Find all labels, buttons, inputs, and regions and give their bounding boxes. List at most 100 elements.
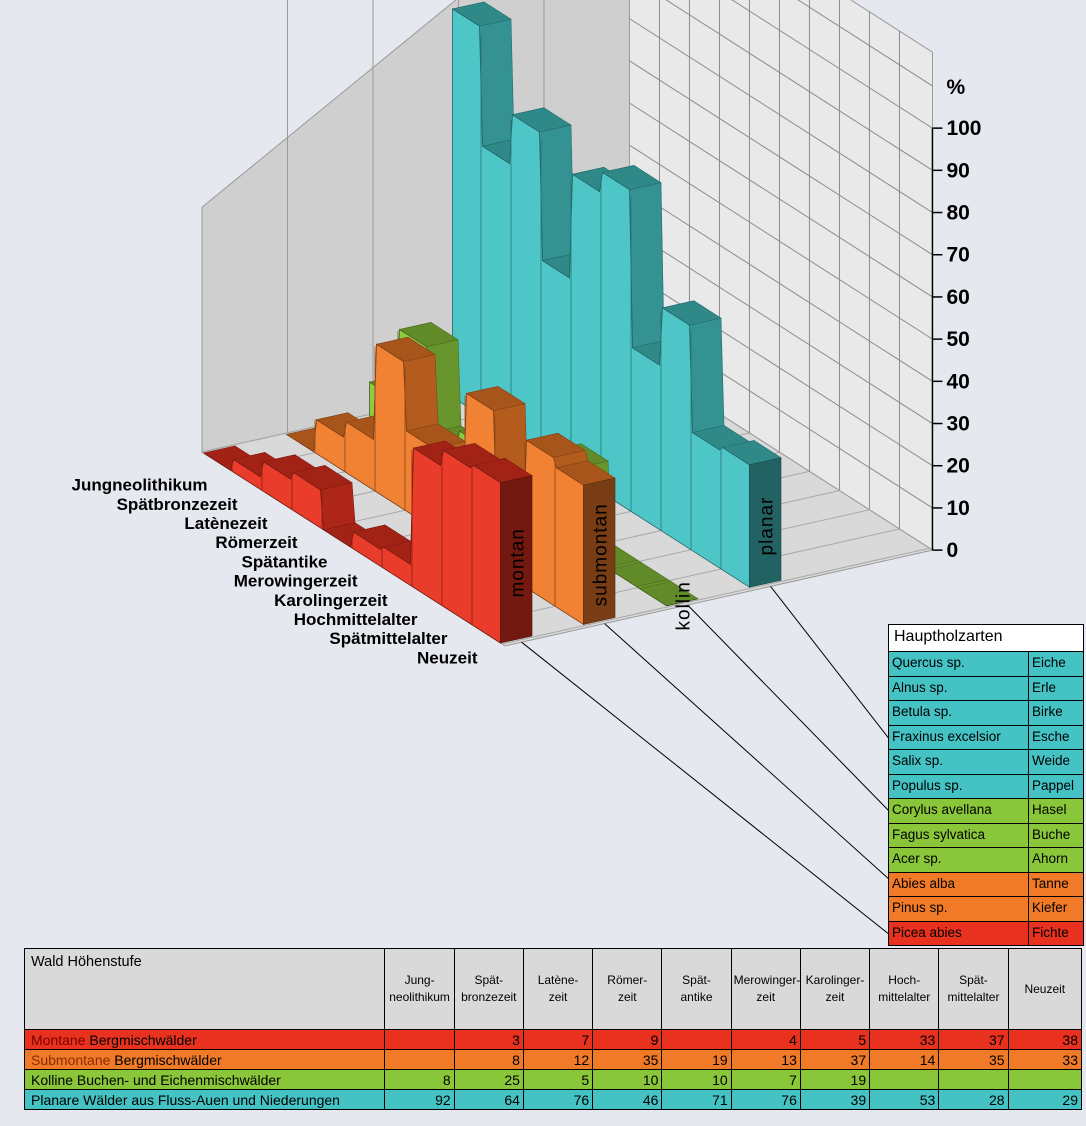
table-cell: 76 [522, 1089, 594, 1110]
table-column-header: Neuzeit [1007, 948, 1083, 1030]
legend-german-name: Ahorn [1032, 851, 1069, 866]
series-top-joint [479, 18, 515, 147]
legend-german-name: Weide [1032, 753, 1071, 768]
wall-gridline-horizontal [629, 229, 933, 424]
wall-gridline-horizontal [797, 0, 933, 87]
legend-row: Fraxinus excelsior Esche [889, 725, 1083, 750]
table-cell: 5 [799, 1029, 871, 1050]
category-label: Römerzeit [215, 533, 298, 552]
y-tick-label: 60 [946, 286, 969, 309]
legend-latin-name: Alnus sp. [889, 676, 1029, 700]
category-label: Spätbronzezeit [117, 495, 238, 514]
legend-row: Quercus sp. Eiche [889, 652, 1083, 677]
table-cell: 4 [730, 1029, 801, 1050]
table-cell: 9 [592, 1029, 663, 1050]
table-cell: 19 [661, 1049, 732, 1070]
row-label-text: Bergmischwälder [85, 1031, 197, 1048]
table-cell: 76 [730, 1089, 801, 1110]
series-label-montan: montan [507, 528, 528, 597]
table-row-label: Submontane Bergmischwälder [23, 1049, 386, 1070]
legend-title: Hauptholzarten [889, 625, 1083, 652]
wall-gridline-horizontal [629, 60, 933, 256]
category-label: Spätantike [242, 552, 328, 571]
floor-gridline [501, 547, 930, 645]
table-column-header: Merowinger- zeit [730, 948, 801, 1030]
legend-german-name: Pappel [1032, 777, 1075, 793]
table-column-header: Latène- zeit [522, 948, 594, 1030]
table-cell: 29 [1007, 1089, 1083, 1110]
table-row: Montane Bergmischwälder 3 7 9 4 5 33 37 38 [23, 1029, 1083, 1050]
floor-gridline [471, 528, 900, 626]
wall-gridline-horizontal [629, 144, 933, 340]
table-cell: 10 [661, 1069, 732, 1090]
series-top-joint [320, 482, 356, 531]
table-cell: 64 [453, 1089, 524, 1110]
table-cell: 71 [661, 1089, 732, 1110]
y-tick-label: 100 [946, 117, 981, 140]
row-label-zone: Submontane [31, 1051, 111, 1068]
table-cell: 33 [1007, 1049, 1083, 1070]
table-row: Planare Wälder aus Fluss-Auen und Nieder… [23, 1089, 1083, 1110]
legend-latin-name: Fagus sylvatica [889, 823, 1029, 847]
legend-latin-name: Pinus sp. [889, 897, 1029, 921]
table-cell: 8 [453, 1049, 524, 1070]
3d-area-chart: planar kollin submontan montan Jungneolithi… [72, 0, 981, 936]
table-cell: 14 [869, 1049, 940, 1070]
table-cell: 37 [938, 1029, 1009, 1050]
series-top-joint [629, 182, 665, 349]
table-column-header: Römer- zeit [592, 948, 663, 1030]
legend-german-name: Fichte [1032, 924, 1069, 940]
legend-row: Salix sp. Weide [889, 750, 1083, 775]
legend-latin-name: Picea abies [889, 921, 1029, 945]
table-row: Submontane Bergmischwälder 8 12 35 19 13 37 14 3… [23, 1049, 1083, 1070]
y-tick-label: 90 [946, 159, 969, 182]
wall-gridline-horizontal [629, 18, 933, 213]
table-cell: 92 [384, 1089, 455, 1110]
table-row-label: Kolline Buchen- und Eichenmischwälder [23, 1069, 386, 1090]
legend-german-name: Eiche [1032, 655, 1066, 670]
data-table: Wald Höhenstufe Jung- neolithikum Spät- b… [23, 948, 1083, 1110]
legend-german-name: Erle [1032, 679, 1057, 695]
legend-latin-name: Betula sp. [889, 701, 1029, 725]
legend-latin-name: Acer sp. [889, 848, 1029, 872]
legend-latin-name: Quercus sp. [889, 652, 1029, 676]
legend-german-name: Hasel [1032, 802, 1067, 817]
table-cell: 46 [592, 1089, 663, 1110]
legend-latin-name: Fraxinus excelsior [889, 725, 1029, 749]
category-label: Latènezeit [184, 514, 267, 533]
row-label-text: Kolline Buchen- und Eichenmischwälder [31, 1071, 281, 1088]
table-cell [1007, 1069, 1083, 1090]
table-column-header: Karolinger- zeit [799, 948, 871, 1030]
legend-latin-name: Abies alba [889, 872, 1029, 896]
legend-row: Populus sp. Pappel [889, 774, 1083, 799]
wall-gridline-horizontal [629, 186, 933, 382]
wall-gridline-horizontal [665, 0, 933, 171]
y-tick-label: 30 [946, 413, 969, 436]
legend-latin-name: Salix sp. [889, 750, 1029, 774]
y-tick-label: 20 [946, 455, 969, 478]
table-cell: 37 [799, 1049, 871, 1070]
table-column-header: Hoch- mittelalter [869, 948, 940, 1030]
table-cell: 35 [592, 1049, 663, 1070]
y-tick-label: 40 [946, 370, 969, 393]
table-row-label: Montane Bergmischwälder [23, 1029, 386, 1050]
series-end-cap [749, 457, 782, 588]
leader-line [604, 623, 891, 881]
y-tick-label: 80 [946, 202, 969, 225]
legend-german-name: Tanne [1032, 875, 1069, 891]
leader-line [687, 604, 891, 813]
table-cell [938, 1069, 1009, 1090]
category-label: Jungneolithikum [72, 476, 208, 495]
table-cell: 39 [799, 1089, 871, 1110]
legend-row: Pinus sp. Kiefer [889, 897, 1083, 922]
wall-gridline-horizontal [731, 0, 933, 129]
row-label-text: Bergmischwälder [110, 1051, 222, 1068]
table-cell: 53 [869, 1089, 940, 1110]
table-column-header: Jung- neolithikum [384, 948, 455, 1030]
legend-row: Corylus avellana Hasel [889, 799, 1083, 824]
legend-row: Abies alba Tanne [889, 872, 1083, 897]
table-cell: 35 [938, 1049, 1009, 1070]
table-cell [384, 1029, 455, 1050]
category-label: Hochmittelalter [294, 610, 418, 629]
table-cell [384, 1049, 455, 1070]
